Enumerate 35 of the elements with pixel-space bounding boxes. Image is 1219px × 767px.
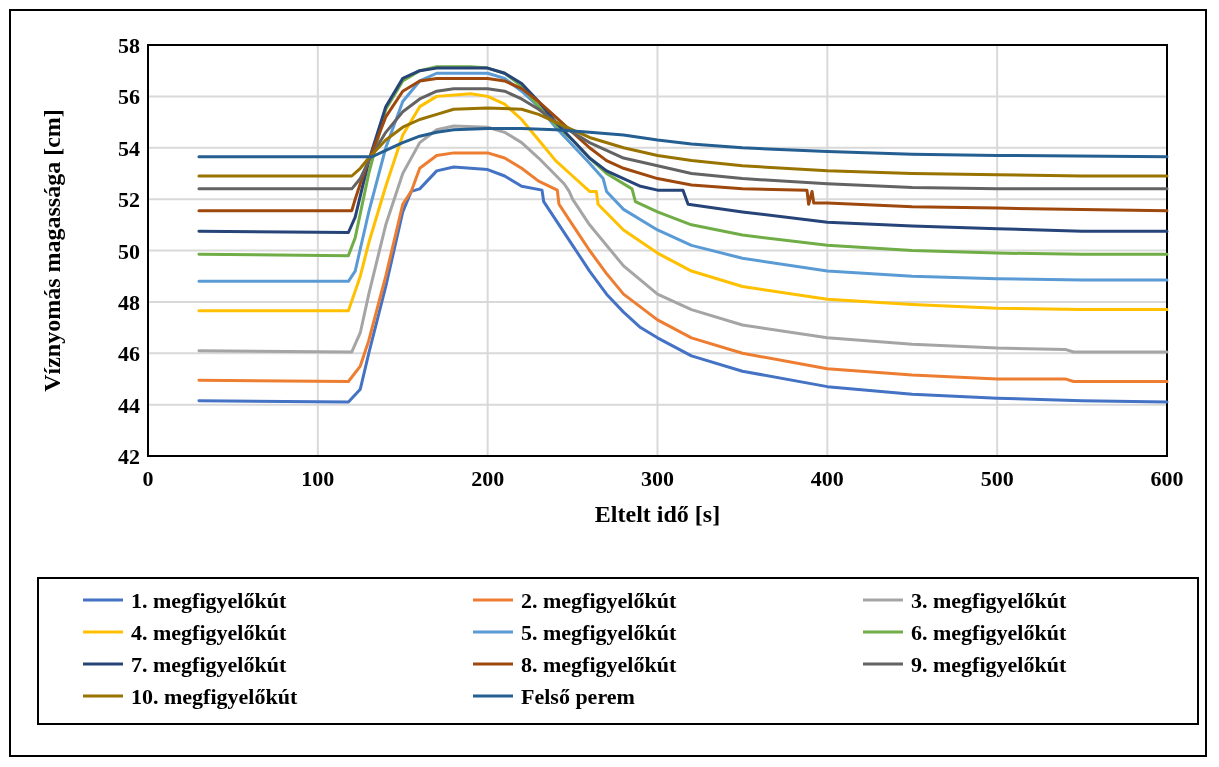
legend-label: 4. megfigyelőkút bbox=[131, 620, 287, 645]
y-tick-label: 44 bbox=[118, 392, 140, 418]
x-axis-title: Eltelt idő [s] bbox=[594, 501, 721, 527]
y-tick-label: 52 bbox=[118, 187, 140, 213]
line-series bbox=[197, 124, 1169, 354]
legend-label: 7. megfigyelőkút bbox=[131, 652, 287, 677]
line-series bbox=[197, 106, 1169, 178]
x-tick-label: 200 bbox=[471, 466, 505, 491]
legend-label: 2. megfigyelőkút bbox=[521, 588, 677, 613]
x-tick-label: 300 bbox=[641, 466, 674, 491]
line-series bbox=[197, 87, 1169, 191]
legend-label: 3. megfigyelőkút bbox=[911, 588, 1067, 613]
x-tick-label: 600 bbox=[1150, 466, 1184, 491]
y-tick-label: 42 bbox=[118, 444, 140, 469]
x-tick-label: 500 bbox=[980, 466, 1014, 491]
line-series bbox=[197, 92, 1169, 313]
legend-label: 5. megfigyelőkút bbox=[521, 620, 677, 645]
y-tick-label: 50 bbox=[118, 238, 140, 264]
legend-label: Felső perem bbox=[521, 684, 635, 709]
legend-label: 6. megfigyelőkút bbox=[911, 620, 1067, 645]
y-tick-label: 58 bbox=[118, 33, 140, 58]
y-tick-label: 56 bbox=[118, 84, 140, 110]
legend-label: 9. megfigyelőkút bbox=[911, 652, 1067, 677]
y-tick-label: 46 bbox=[118, 341, 140, 367]
x-tick-label: 100 bbox=[301, 466, 335, 491]
x-tick-label: 0 bbox=[142, 466, 154, 491]
y-tick-label: 48 bbox=[118, 289, 140, 315]
y-axis-title: Víznyomás magassága [cm] bbox=[39, 109, 65, 392]
legend-label: 1. megfigyelőkút bbox=[131, 588, 287, 613]
legend-label: 10. megfigyelőkút bbox=[131, 684, 298, 709]
line-series bbox=[197, 76, 1169, 213]
legend-label: 8. megfigyelőkút bbox=[521, 652, 677, 677]
x-tick-label: 400 bbox=[810, 466, 844, 491]
y-tick-label: 54 bbox=[118, 135, 140, 161]
line-series bbox=[197, 126, 1169, 159]
